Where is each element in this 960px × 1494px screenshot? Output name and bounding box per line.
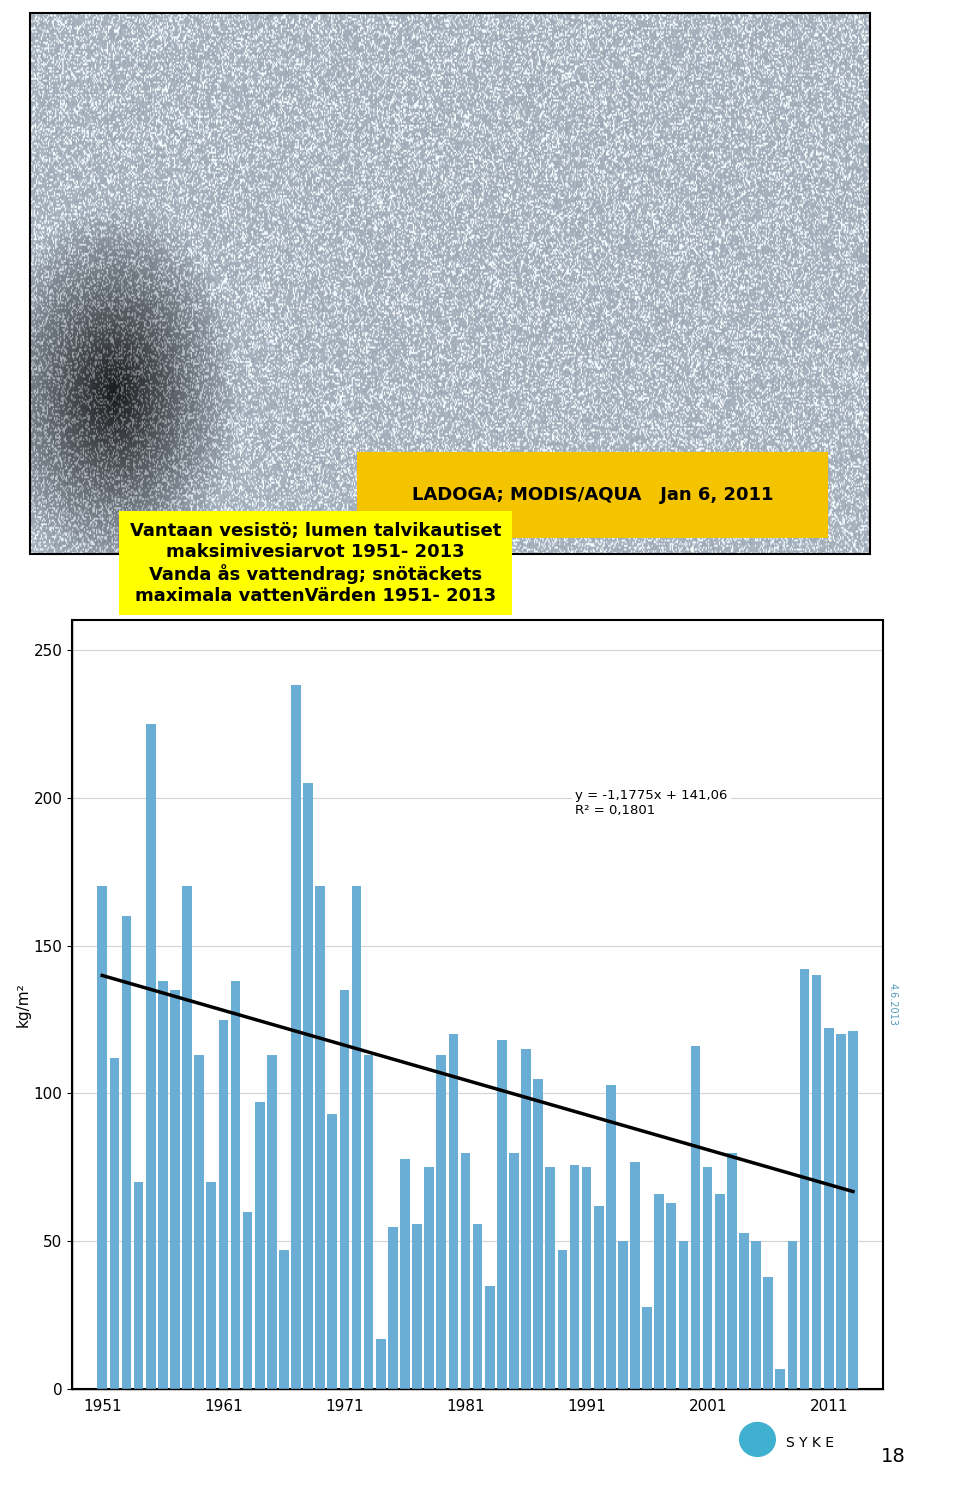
Bar	[364, 1055, 373, 1389]
Bar	[194, 1055, 204, 1389]
Text: 4.6.2013: 4.6.2013	[887, 983, 898, 1026]
FancyBboxPatch shape	[357, 451, 828, 538]
Bar	[606, 1085, 615, 1389]
Bar	[279, 1250, 289, 1389]
Bar	[497, 1040, 507, 1389]
Bar	[752, 1242, 761, 1389]
Text: y = -1,1775x + 141,06
R² = 0,1801: y = -1,1775x + 141,06 R² = 0,1801	[575, 789, 728, 817]
Bar	[703, 1167, 712, 1389]
Bar	[267, 1055, 276, 1389]
Bar	[763, 1277, 773, 1389]
Bar	[594, 1206, 604, 1389]
Bar	[558, 1250, 567, 1389]
Bar	[291, 686, 300, 1389]
Bar	[146, 723, 156, 1389]
Bar	[327, 1115, 337, 1389]
Bar	[461, 1153, 470, 1389]
Bar	[72, 620, 883, 1389]
Bar	[848, 1031, 858, 1389]
Bar	[690, 1046, 701, 1389]
Bar	[485, 1286, 494, 1389]
Bar	[158, 982, 168, 1389]
Bar	[824, 1028, 833, 1389]
Bar	[727, 1153, 736, 1389]
Bar	[679, 1242, 688, 1389]
Bar	[230, 982, 240, 1389]
Circle shape	[739, 1422, 776, 1457]
Bar	[206, 1182, 216, 1389]
Bar	[170, 991, 180, 1389]
Bar	[109, 1058, 119, 1389]
Bar	[776, 1369, 785, 1389]
Bar	[437, 1055, 446, 1389]
Bar	[812, 976, 822, 1389]
Bar	[219, 1019, 228, 1389]
Bar	[582, 1167, 591, 1389]
Text: Vantaan vesistö; lumen talvikautiset
maksimivesiarvot 1951- 2013
Vanda ås vatten: Vantaan vesistö; lumen talvikautiset mak…	[130, 521, 501, 605]
Bar	[254, 1103, 265, 1389]
Bar	[351, 886, 361, 1389]
Bar	[448, 1034, 458, 1389]
Text: 18: 18	[880, 1448, 905, 1466]
Bar	[388, 1227, 397, 1389]
Bar	[243, 1212, 252, 1389]
Bar	[340, 991, 349, 1389]
Bar	[618, 1242, 628, 1389]
Bar	[630, 1161, 639, 1389]
Bar	[521, 1049, 531, 1389]
Bar	[122, 916, 132, 1389]
Bar	[787, 1242, 797, 1389]
Bar	[412, 1224, 421, 1389]
Bar	[545, 1167, 555, 1389]
Bar	[316, 886, 325, 1389]
Bar	[836, 1034, 846, 1389]
Y-axis label: kg/m²: kg/m²	[15, 983, 31, 1026]
Bar	[666, 1203, 676, 1389]
Text: S Y K E: S Y K E	[786, 1436, 834, 1451]
Bar	[133, 1182, 143, 1389]
Bar	[97, 886, 108, 1389]
Bar	[424, 1167, 434, 1389]
Bar	[715, 1194, 725, 1389]
Bar	[642, 1307, 652, 1389]
Bar	[376, 1339, 386, 1389]
Bar	[400, 1159, 410, 1389]
Bar	[800, 970, 809, 1389]
Bar	[509, 1153, 518, 1389]
Bar	[569, 1164, 579, 1389]
Bar	[655, 1194, 664, 1389]
Bar	[534, 1079, 543, 1389]
Bar	[182, 886, 192, 1389]
Bar	[472, 1224, 483, 1389]
Bar	[303, 783, 313, 1389]
Bar	[739, 1233, 749, 1389]
Text: LADOGA; MODIS/AQUA   Jan 6, 2011: LADOGA; MODIS/AQUA Jan 6, 2011	[412, 486, 774, 503]
